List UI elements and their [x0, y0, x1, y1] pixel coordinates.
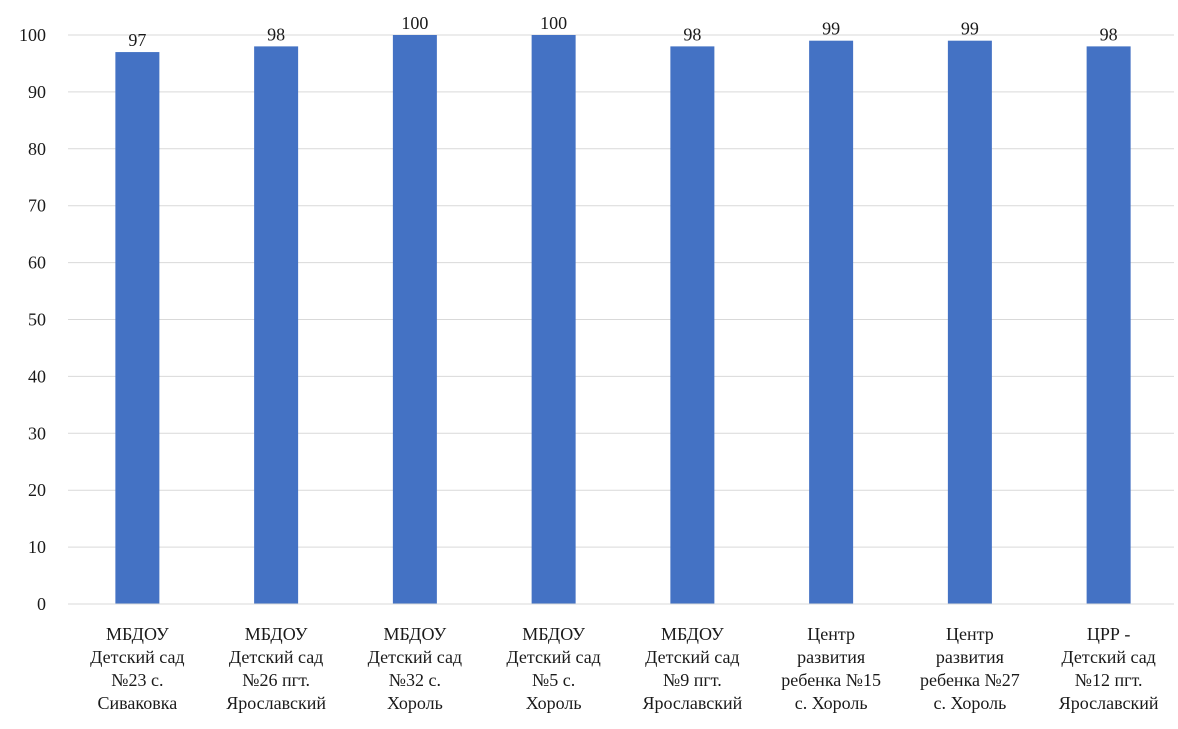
category-label-line: №26 пгт.	[242, 670, 310, 690]
data-label: 100	[401, 13, 428, 33]
category-label-line: Детский сад	[229, 647, 323, 667]
category-label-line: МБДОУ	[522, 624, 585, 644]
data-label: 98	[1100, 24, 1118, 44]
bar	[809, 40, 854, 604]
bar	[392, 35, 437, 604]
category-label-line: Детский сад	[1061, 647, 1155, 667]
category-label-line: Сиваковка	[98, 693, 178, 713]
category-label: МБДОУ Детский сад №26 пгт. Ярославский	[226, 624, 326, 713]
category-label: Центр развития ребенка №27 с. Хороль	[920, 624, 1020, 713]
y-tick-label: 20	[28, 480, 46, 500]
category-label-line: развития	[797, 647, 865, 667]
category-label-line: Ярославский	[642, 693, 742, 713]
category-label-line: Хороль	[387, 693, 443, 713]
category-label: МБДОУ Детский сад №32 с. Хороль	[368, 624, 462, 713]
y-tick-label: 70	[28, 196, 46, 216]
category-label-line: ЦРР -	[1087, 624, 1131, 644]
y-tick-label: 50	[28, 310, 46, 330]
y-axis-ticks: 0 10 20 30 40 50 60 70 80 90 100	[19, 25, 46, 614]
data-label: 99	[961, 19, 979, 39]
category-label-line: Детский сад	[90, 647, 184, 667]
category-label: Центр развития ребенка №15 с. Хороль	[781, 624, 881, 713]
category-label: МБДОУ Детский сад №23 с. Сиваковка	[90, 624, 184, 713]
category-label-line: №32 с.	[389, 670, 441, 690]
bar	[670, 46, 715, 604]
category-label-line: Детский сад	[645, 647, 739, 667]
category-label-line: МБДОУ	[245, 624, 308, 644]
category-label-line: Ярославский	[226, 693, 326, 713]
category-label-line: №9 пгт.	[663, 670, 722, 690]
y-tick-label: 80	[28, 139, 46, 159]
data-labels: 97 98 100 100 98 99 99 98	[128, 13, 1117, 50]
bar	[947, 40, 992, 604]
category-label-line: №23 с.	[111, 670, 163, 690]
gridlines	[68, 34, 1174, 548]
category-label-line: ребенка №27	[920, 670, 1020, 690]
data-label: 98	[267, 24, 285, 44]
y-tick-label: 100	[19, 25, 46, 45]
category-label-line: ребенка №15	[781, 670, 881, 690]
bar	[1086, 46, 1131, 604]
data-label: 100	[540, 13, 567, 33]
category-label-line: Детский сад	[506, 647, 600, 667]
y-tick-label: 30	[28, 423, 46, 443]
category-labels: МБДОУ Детский сад №23 с. Сиваковка МБДОУ Детс…	[90, 624, 1159, 713]
y-tick-label: 60	[28, 253, 46, 273]
category-label-line: Детский сад	[368, 647, 462, 667]
category-label-line: Центр	[807, 624, 855, 644]
bars	[115, 35, 1131, 604]
y-tick-label: 0	[37, 594, 46, 614]
category-label-line: Центр	[946, 624, 994, 644]
category-label-line: с. Хороль	[933, 693, 1006, 713]
category-label: МБДОУ Детский сад №9 пгт. Ярославский	[642, 624, 742, 713]
data-label: 97	[128, 30, 146, 50]
category-label-line: развития	[936, 647, 1004, 667]
y-tick-label: 10	[28, 537, 46, 557]
data-label: 98	[683, 24, 701, 44]
bar	[254, 46, 299, 604]
data-label: 99	[822, 19, 840, 39]
y-tick-label: 90	[28, 82, 46, 102]
category-label-line: Ярославский	[1059, 693, 1159, 713]
category-label-line: МБДОУ	[384, 624, 447, 644]
category-label-line: Хороль	[526, 693, 582, 713]
bar	[115, 52, 160, 604]
category-label-line: МБДОУ	[106, 624, 169, 644]
category-label-line: №5 с.	[532, 670, 575, 690]
y-tick-label: 40	[28, 366, 46, 386]
category-label-line: с. Хороль	[795, 693, 868, 713]
bar	[531, 35, 576, 604]
category-label: ЦРР - Детский сад №12 пгт. Ярославский	[1059, 624, 1159, 713]
category-label: МБДОУ Детский сад №5 с. Хороль	[506, 624, 600, 713]
category-label-line: №12 пгт.	[1075, 670, 1143, 690]
category-label-line: МБДОУ	[661, 624, 724, 644]
